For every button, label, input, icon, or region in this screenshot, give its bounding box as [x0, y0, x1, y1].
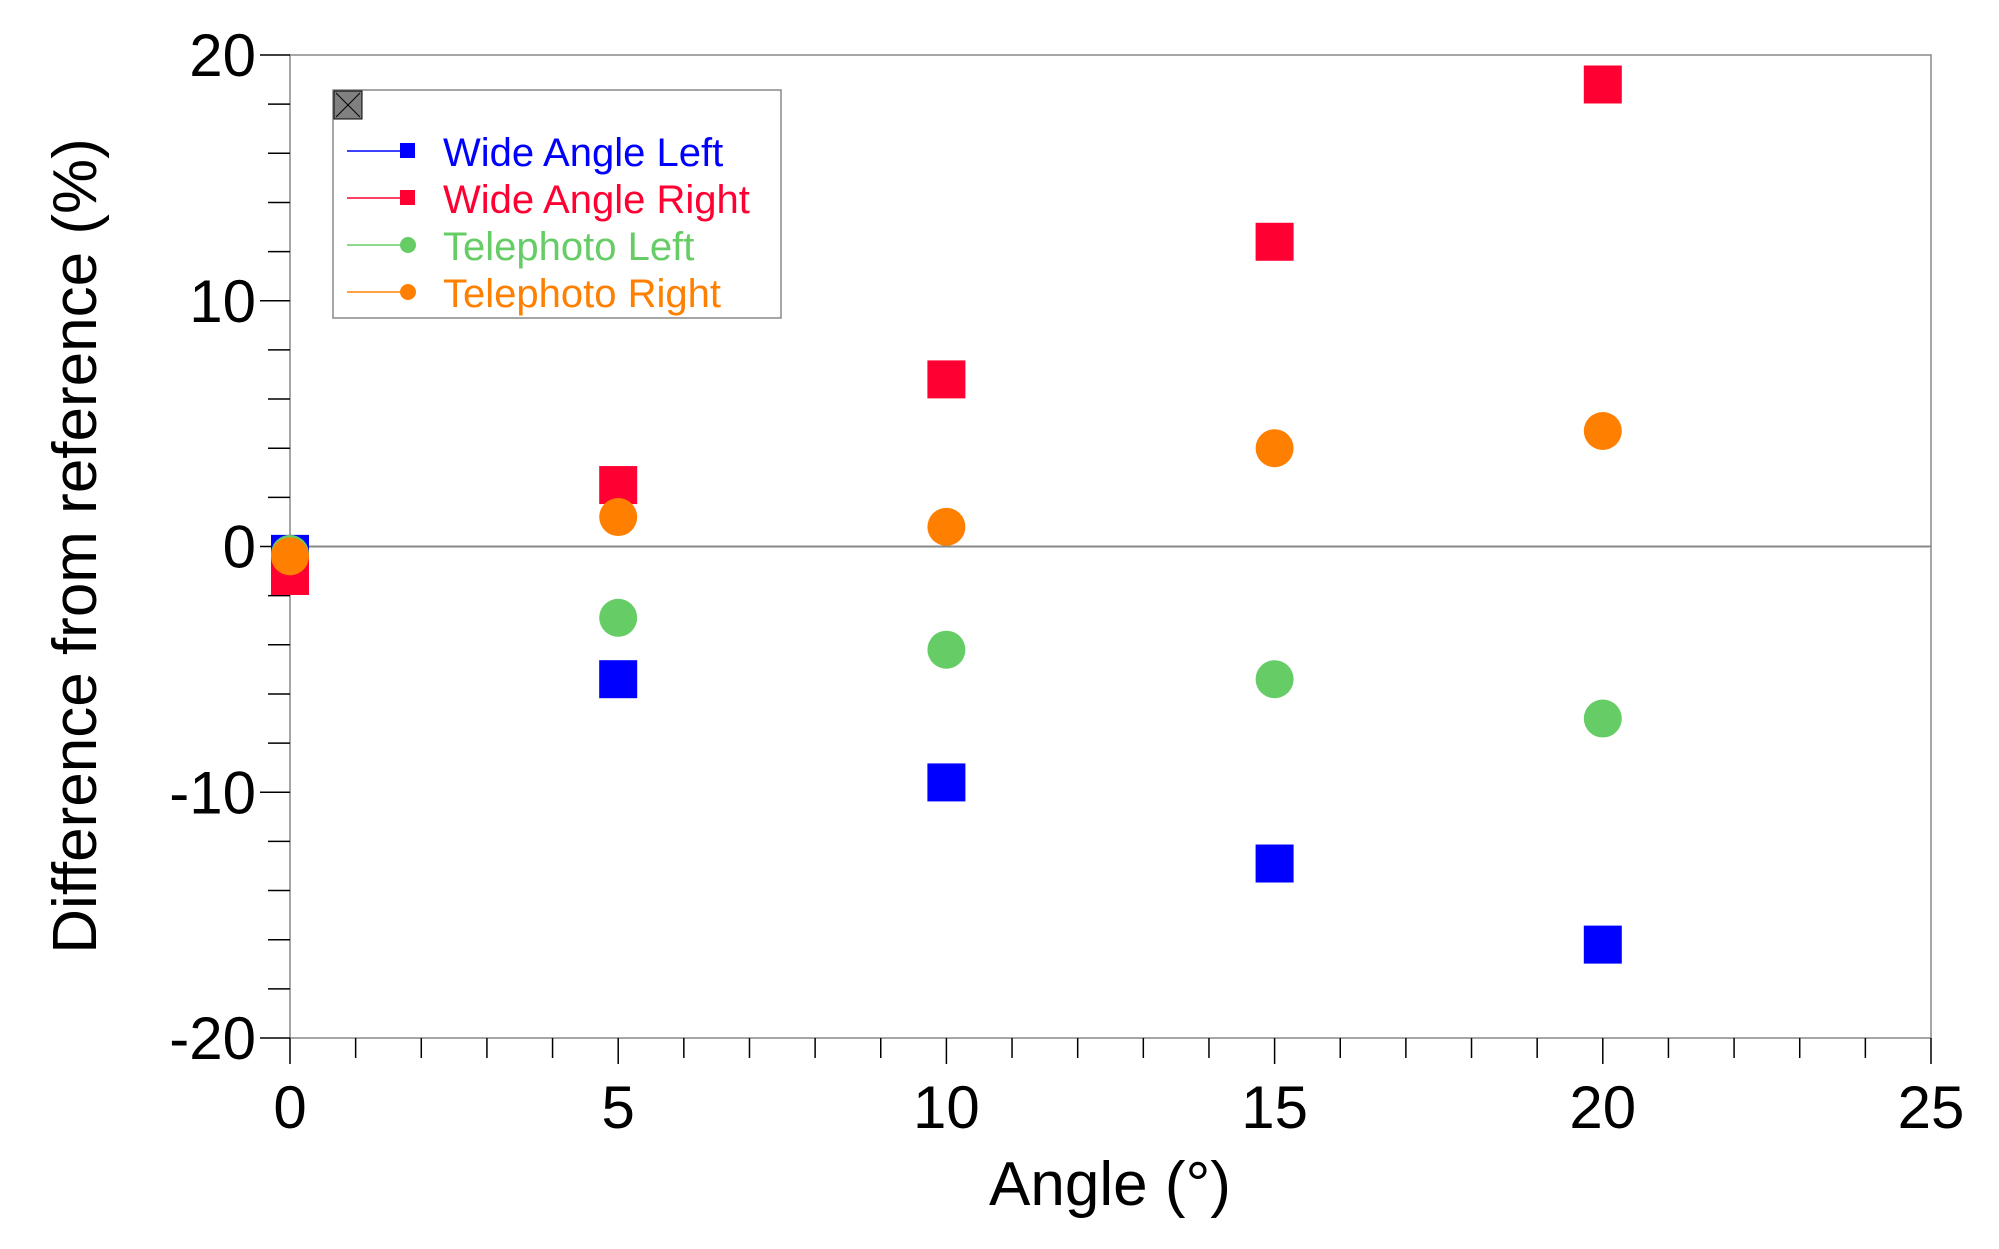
series-telephoto-left	[271, 534, 1622, 738]
x-tick-label: 5	[602, 1074, 635, 1141]
x-tick-label: 25	[1898, 1074, 1965, 1141]
series-telephoto-right	[271, 411, 1622, 576]
y-tick-label: 0	[223, 514, 256, 581]
legend-item: Wide Angle Left	[347, 131, 723, 175]
legend-label: Telephoto Left	[443, 225, 694, 269]
data-point	[1583, 699, 1622, 738]
data-point	[1583, 411, 1622, 450]
x-tick-label: 0	[273, 1074, 306, 1141]
legend-item: Telephoto Right	[347, 272, 721, 316]
y-tick-label: 20	[189, 22, 256, 89]
data-point	[1583, 65, 1622, 104]
legend-label: Wide Angle Left	[443, 131, 723, 175]
y-tick-label: -10	[169, 759, 256, 826]
data-point	[927, 763, 966, 802]
legend-label: Wide Angle Right	[443, 178, 750, 222]
data-point	[599, 660, 638, 699]
y-axis-title: Difference from reference (%)	[41, 138, 110, 953]
legend-item: Telephoto Left	[347, 225, 694, 269]
data-point	[1583, 925, 1622, 964]
data-point	[927, 630, 966, 669]
data-point	[271, 537, 309, 576]
x-tick-label: 20	[1569, 1074, 1636, 1141]
legend-close-icon[interactable]	[333, 90, 363, 120]
y-tick-label: -20	[169, 1005, 256, 1072]
data-point	[599, 498, 638, 537]
x-tick-label: 15	[1241, 1074, 1308, 1141]
data-point	[1255, 844, 1294, 883]
series-wide-angle-left	[271, 534, 1622, 964]
y-tick-label: 10	[189, 268, 256, 335]
data-point	[599, 598, 638, 637]
data-point	[1255, 429, 1294, 468]
legend-square-marker-icon	[400, 190, 415, 205]
data-point	[1255, 660, 1294, 699]
legend-label: Telephoto Right	[443, 272, 721, 316]
legend-item: Wide Angle Right	[347, 178, 750, 222]
data-point	[927, 507, 966, 546]
data-point	[599, 466, 638, 505]
legend-square-marker-icon	[400, 143, 415, 158]
data-point	[927, 360, 966, 399]
legend-circle-marker-icon	[400, 284, 416, 300]
data-point	[1255, 222, 1294, 261]
legend-circle-marker-icon	[400, 237, 416, 253]
x-axis-title: Angle (°)	[989, 1150, 1231, 1219]
x-tick-label: 10	[913, 1074, 980, 1141]
